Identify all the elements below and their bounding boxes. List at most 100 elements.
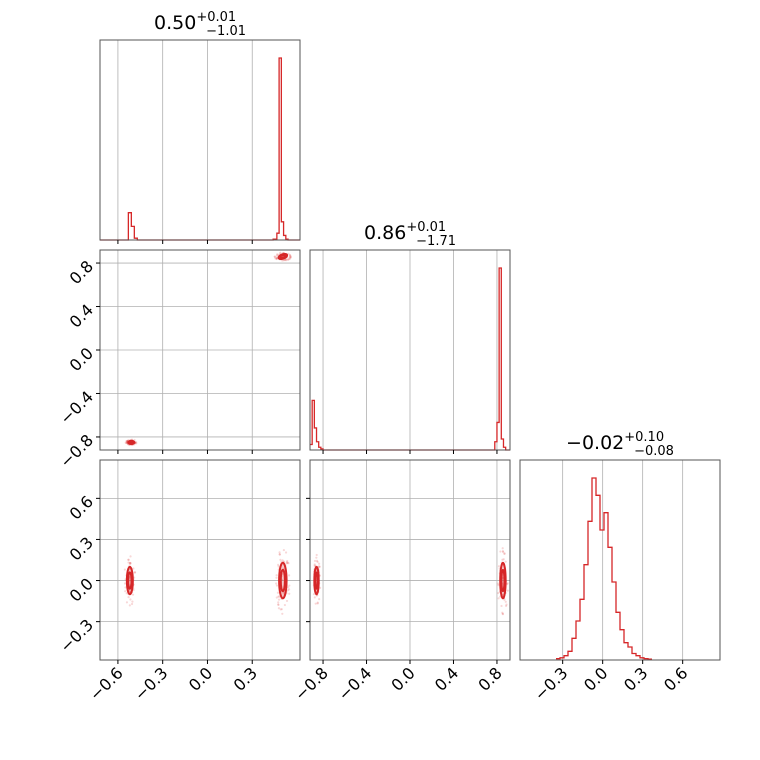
scatter-point — [289, 255, 292, 258]
scatter-point — [279, 608, 282, 611]
x-tick-label: −0.6 — [86, 663, 127, 704]
scatter-point — [316, 601, 319, 604]
scatter-point — [504, 604, 508, 607]
scatter-point — [125, 601, 129, 604]
y-tick-label: 0.4 — [66, 300, 97, 331]
scatter-point — [286, 559, 289, 563]
scatter-point — [317, 562, 321, 565]
scatter-point — [500, 604, 503, 608]
scatter-point — [275, 257, 278, 260]
scatter-point — [124, 586, 127, 589]
scatter-point — [287, 562, 290, 565]
scatter-point — [285, 258, 288, 261]
x-tick-label: 0.8 — [474, 663, 505, 694]
scatter-point — [124, 590, 127, 593]
scatter-point — [501, 550, 505, 554]
y-tick-label: −0.4 — [56, 387, 97, 428]
scatter-point — [497, 597, 500, 600]
panel-frame — [519, 459, 721, 661]
scatter-point — [129, 561, 132, 565]
scatter-point — [132, 567, 135, 570]
scatter-point — [281, 612, 284, 615]
scatter-point — [286, 589, 290, 592]
scatter-point — [285, 599, 289, 603]
scatter-point — [287, 252, 290, 255]
contour-inner — [127, 571, 133, 590]
scatter-point — [128, 563, 131, 566]
scatter-point — [284, 258, 287, 261]
scatter-point — [287, 258, 290, 261]
scatter-point — [318, 598, 321, 601]
scatter-point — [125, 441, 128, 445]
scatter-point — [125, 439, 128, 443]
scatter-point — [287, 586, 290, 589]
scatter-point — [314, 602, 317, 605]
title-param-2: −0.02+0.10 −0.08 — [566, 430, 674, 459]
x-tick-label: −0.8 — [291, 663, 332, 704]
scatter-point — [279, 251, 282, 254]
scatter-point — [129, 555, 132, 558]
scatter-point — [506, 582, 509, 585]
x-tick-label: 0.6 — [660, 663, 691, 694]
y-tick-label: 0.8 — [66, 257, 97, 288]
scatter-point — [287, 588, 291, 591]
y-tick-label: 0.6 — [66, 492, 97, 523]
x-tick-label: 0.0 — [580, 663, 611, 694]
scatter-point — [502, 558, 505, 561]
scatter-point — [497, 565, 501, 568]
scatter-point — [313, 564, 316, 567]
title-param-1: 0.86+0.01 −1.71 — [364, 220, 456, 249]
scatter-point — [496, 582, 500, 585]
scatter-point — [506, 589, 509, 592]
scatter-point — [283, 603, 287, 607]
scatter-point — [128, 604, 131, 607]
scatter-point — [501, 547, 504, 550]
contour-outer — [278, 561, 288, 600]
scatter-point — [504, 600, 507, 603]
scatter-point — [504, 560, 507, 563]
scatter-point — [131, 600, 134, 603]
scatter-point — [127, 558, 130, 561]
scatter-point — [503, 598, 506, 601]
scatter-point — [288, 254, 292, 257]
contour-inner — [279, 254, 287, 260]
scatter-point — [135, 441, 138, 444]
scatter-point — [282, 548, 285, 552]
y-tick-label: −0.8 — [56, 431, 97, 472]
scatter-point — [315, 553, 318, 557]
scatter-point — [283, 258, 286, 262]
scatter-point — [288, 574, 291, 577]
scatter-point — [316, 560, 319, 563]
scatter-point — [288, 257, 292, 260]
scatter-point — [275, 576, 278, 579]
scatter-point — [279, 558, 282, 561]
scatter-point — [278, 553, 281, 556]
scatter-point — [315, 556, 318, 559]
scatter-point — [288, 254, 292, 257]
scatter-point — [276, 591, 280, 594]
scatter-point — [289, 256, 292, 259]
scatter-point — [497, 591, 500, 595]
scatter-point — [316, 602, 319, 605]
y-tick-label: 0.0 — [66, 574, 97, 605]
panel-frame — [99, 39, 301, 241]
scatter-point — [313, 596, 316, 599]
histogram-param-0 — [100, 57, 300, 241]
scatter-point — [123, 568, 126, 571]
scatter-point — [129, 562, 132, 565]
scatter-point — [501, 611, 504, 614]
scatter-point — [501, 613, 505, 616]
histogram-param-2 — [556, 477, 652, 660]
scatter-point — [277, 598, 281, 601]
scatter-point — [278, 553, 281, 556]
x-tick-label: −0.3 — [531, 663, 572, 704]
scatter-point — [318, 565, 321, 568]
scatter-point — [278, 551, 281, 554]
scatter-point — [501, 612, 504, 615]
scatter-point — [277, 595, 280, 598]
contour-inner — [500, 568, 506, 593]
scatter-point — [127, 558, 130, 561]
scatter-point — [315, 559, 319, 562]
x-tick-label: 0.0 — [387, 663, 418, 694]
